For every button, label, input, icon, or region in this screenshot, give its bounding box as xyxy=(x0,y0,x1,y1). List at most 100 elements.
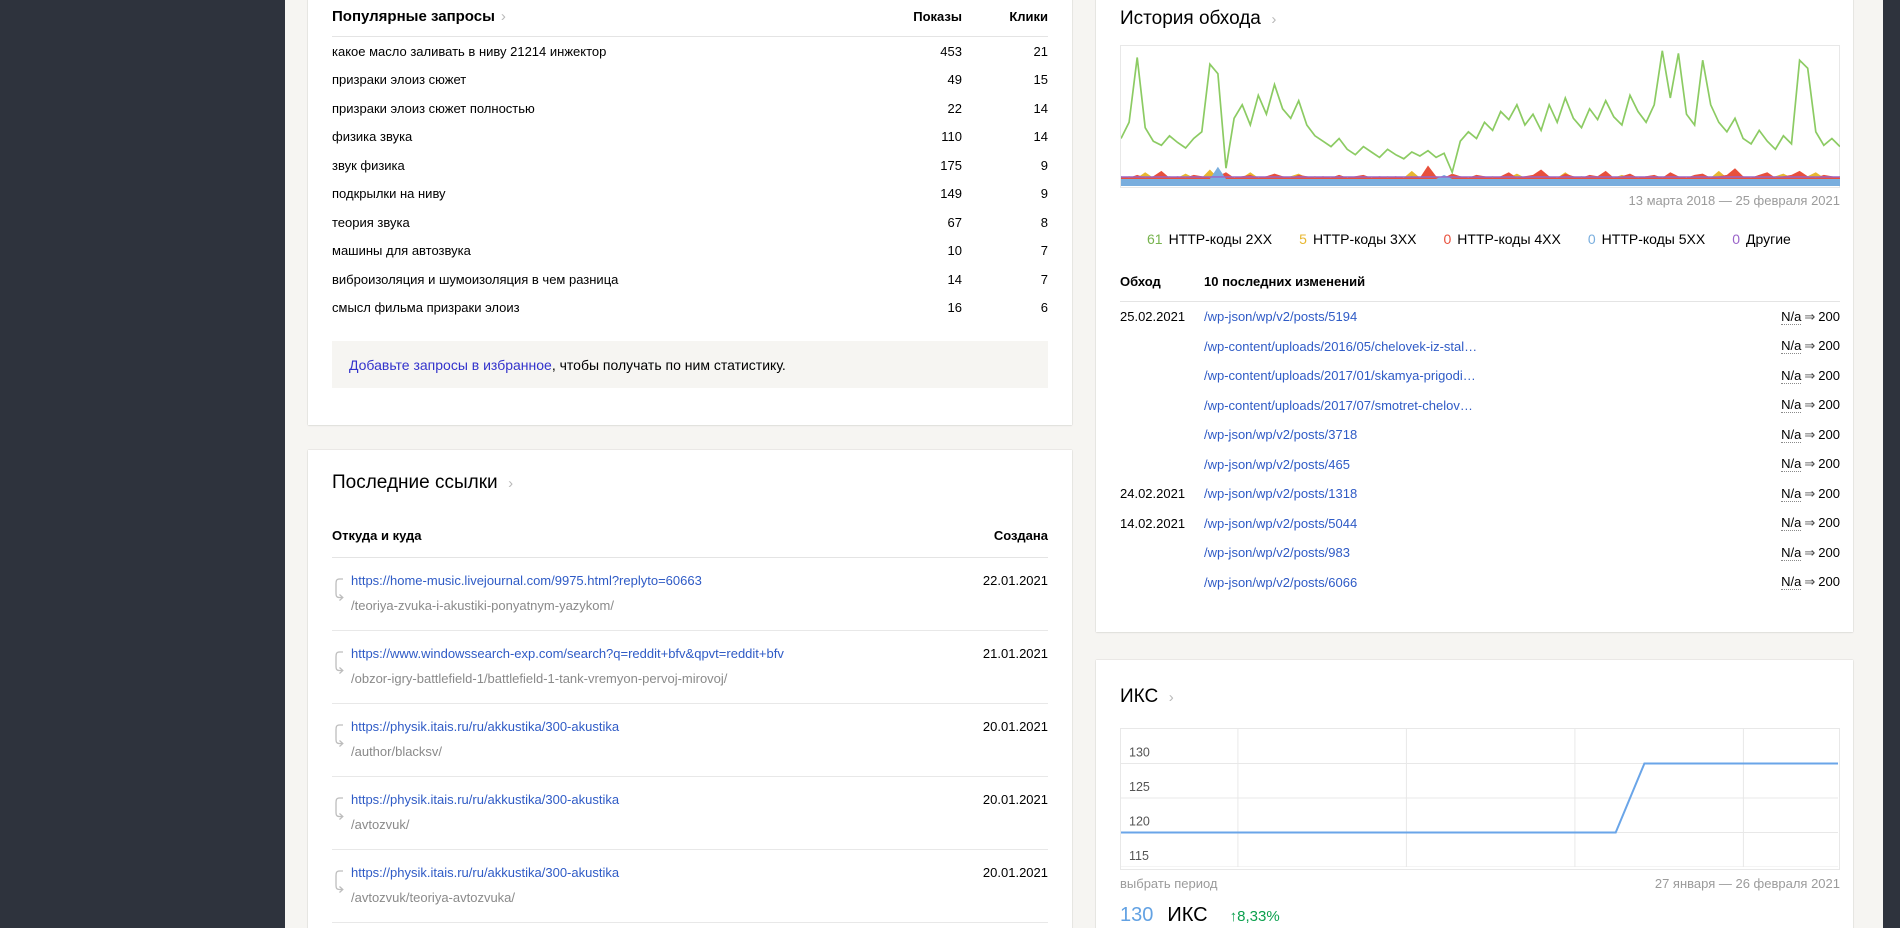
status-from[interactable]: N/a xyxy=(1781,486,1801,502)
query-row[interactable]: какое масло заливать в ниву 21214 инжект… xyxy=(332,37,1048,66)
column-header-created: Создана xyxy=(994,528,1048,543)
status-from[interactable]: N/a xyxy=(1781,456,1801,472)
link-row: https://physik.itais.ru/ru/akkustika/300… xyxy=(332,850,1048,923)
status-to: 200 xyxy=(1818,397,1840,412)
source-url-link[interactable]: https://home-music.livejournal.com/9975.… xyxy=(351,573,918,588)
query-row[interactable]: виброизоляция и шумоизоляция в чем разни… xyxy=(332,265,1048,294)
from-to-arrow-icon xyxy=(332,721,347,754)
source-url-link[interactable]: https://www.windowssearch-exp.com/search… xyxy=(351,646,918,661)
changed-url-link[interactable]: /wp-content/uploads/2016/05/chelovek-iz-… xyxy=(1204,339,1769,354)
column-header-clicks: Клики xyxy=(962,9,1048,24)
query-text: смысл фильма призраки элоиз xyxy=(332,300,872,315)
recent-links-title[interactable]: Последние ссылки xyxy=(332,472,498,493)
target-path: /obzor-igry-battlefield-1/battlefield-1-… xyxy=(351,671,918,686)
chevron-right-icon[interactable]: › xyxy=(501,8,506,25)
source-url-link[interactable]: https://physik.itais.ru/ru/akkustika/300… xyxy=(351,719,918,734)
status-to: 200 xyxy=(1818,309,1840,324)
iks-card: ИКС › 130125120115 выбрать период 27 янв… xyxy=(1096,660,1853,928)
changed-url-link[interactable]: /wp-json/wp/v2/posts/5044 xyxy=(1204,516,1769,531)
clicks-value: 8 xyxy=(962,215,1048,230)
changed-url-link[interactable]: /wp-json/wp/v2/posts/465 xyxy=(1204,457,1769,472)
status-arrow-icon: ⇒ xyxy=(1804,456,1815,471)
status-from[interactable]: N/a xyxy=(1781,545,1801,561)
changed-url-link[interactable]: /wp-json/wp/v2/posts/3718 xyxy=(1204,427,1769,442)
column-header-from-to: Откуда и куда xyxy=(332,528,421,543)
crawl-history-title[interactable]: История обхода xyxy=(1120,8,1261,29)
clicks-value: 7 xyxy=(962,243,1048,258)
query-row[interactable]: подкрылки на ниву1499 xyxy=(332,180,1048,209)
query-row[interactable]: физика звука11014 xyxy=(332,123,1048,152)
recent-links-table: https://home-music.livejournal.com/9975.… xyxy=(332,558,1048,923)
impressions-value: 453 xyxy=(872,44,962,59)
created-date: 20.01.2021 xyxy=(983,865,1048,880)
legend-item: 0HTTP-коды 4XX xyxy=(1444,231,1561,247)
column-header-last-changes: 10 последних изменений xyxy=(1204,274,1365,289)
changed-url-link[interactable]: /wp-json/wp/v2/posts/5194 xyxy=(1204,309,1769,324)
query-text: виброизоляция и шумоизоляция в чем разни… xyxy=(332,272,872,287)
target-path: /avtozvuk/teoriya-avtozvuka/ xyxy=(351,890,918,905)
query-row[interactable]: звук физика1759 xyxy=(332,151,1048,180)
status-from[interactable]: N/a xyxy=(1781,397,1801,413)
link-texts: https://physik.itais.ru/ru/akkustika/300… xyxy=(351,850,918,905)
status-to: 200 xyxy=(1818,545,1840,560)
recent-links-card: Последние ссылки › Откуда и куда Создана… xyxy=(308,450,1072,928)
crawl-change-row: /wp-content/uploads/2017/07/smotret-chel… xyxy=(1120,391,1840,421)
query-row[interactable]: теория звука678 xyxy=(332,208,1048,237)
column-header-crawl: Обход xyxy=(1120,274,1204,289)
status-arrow-icon: ⇒ xyxy=(1804,574,1815,589)
popular-queries-title[interactable]: Популярные запросы xyxy=(332,8,495,25)
changed-url-link[interactable]: /wp-json/wp/v2/posts/1318 xyxy=(1204,486,1769,501)
changed-url-link[interactable]: /wp-content/uploads/2017/01/skamya-prigo… xyxy=(1204,368,1769,383)
crawl-change-row: 14.02.2021/wp-json/wp/v2/posts/5044N/a⇒2… xyxy=(1120,509,1840,539)
chevron-right-icon[interactable]: › xyxy=(1271,11,1276,28)
status-change: N/a⇒200 xyxy=(1781,338,1840,354)
clicks-value: 21 xyxy=(962,44,1048,59)
query-row[interactable]: машины для автозвука107 xyxy=(332,237,1048,266)
source-url-link[interactable]: https://physik.itais.ru/ru/akkustika/300… xyxy=(351,865,918,880)
crawl-date: 25.02.2021 xyxy=(1120,309,1204,324)
iks-growth-badge: ↑8,33% xyxy=(1230,908,1280,925)
y-axis-tick-label: 120 xyxy=(1129,815,1150,829)
add-queries-to-favorites-link[interactable]: Добавьте запросы в избранное xyxy=(349,357,552,373)
legend-item: 0Другие xyxy=(1732,231,1791,247)
changed-url-link[interactable]: /wp-json/wp/v2/posts/6066 xyxy=(1204,575,1769,590)
y-axis-tick-label: 130 xyxy=(1129,746,1150,760)
changed-url-link[interactable]: /wp-json/wp/v2/posts/983 xyxy=(1204,545,1769,560)
status-from[interactable]: N/a xyxy=(1781,574,1801,590)
crawl-change-row: /wp-json/wp/v2/posts/465N/a⇒200 xyxy=(1120,450,1840,480)
status-change: N/a⇒200 xyxy=(1781,574,1840,590)
status-arrow-icon: ⇒ xyxy=(1804,338,1815,353)
chevron-right-icon[interactable]: › xyxy=(1169,689,1174,706)
iks-title[interactable]: ИКС xyxy=(1120,686,1158,707)
clicks-value: 6 xyxy=(962,300,1048,315)
legend-count: 0 xyxy=(1588,231,1596,247)
query-text: физика звука xyxy=(332,129,872,144)
iks-chart[interactable]: 130125120115 xyxy=(1120,728,1840,870)
status-from[interactable]: N/a xyxy=(1781,515,1801,531)
status-to: 200 xyxy=(1818,427,1840,442)
query-row[interactable]: призраки элоиз сюжет4915 xyxy=(332,66,1048,95)
select-period-link[interactable]: выбрать период xyxy=(1120,876,1218,891)
status-from[interactable]: N/a xyxy=(1781,427,1801,443)
status-from[interactable]: N/a xyxy=(1781,338,1801,354)
query-row[interactable]: смысл фильма призраки элоиз166 xyxy=(332,294,1048,323)
impressions-value: 49 xyxy=(872,72,962,87)
changed-url-link[interactable]: /wp-content/uploads/2017/07/smotret-chel… xyxy=(1204,398,1769,413)
status-from[interactable]: N/a xyxy=(1781,309,1801,325)
status-to: 200 xyxy=(1818,574,1840,589)
status-change: N/a⇒200 xyxy=(1781,309,1840,325)
clicks-value: 15 xyxy=(962,72,1048,87)
source-url-link[interactable]: https://physik.itais.ru/ru/akkustika/300… xyxy=(351,792,918,807)
query-text: какое масло заливать в ниву 21214 инжект… xyxy=(332,44,872,59)
legend-label: HTTP-коды 2XX xyxy=(1169,231,1273,247)
crawl-history-chart[interactable] xyxy=(1120,45,1840,188)
status-to: 200 xyxy=(1818,368,1840,383)
http-codes-legend: 61HTTP-коды 2XX5HTTP-коды 3XX0HTTP-коды … xyxy=(1147,231,1840,247)
from-to-arrow-icon xyxy=(332,575,347,608)
query-row[interactable]: призраки элоиз сюжет полностью2214 xyxy=(332,94,1048,123)
status-from[interactable]: N/a xyxy=(1781,368,1801,384)
clicks-value: 7 xyxy=(962,272,1048,287)
target-path: /avtozvuk/ xyxy=(351,817,918,832)
chevron-right-icon[interactable]: › xyxy=(508,475,513,492)
impressions-value: 10 xyxy=(872,243,962,258)
